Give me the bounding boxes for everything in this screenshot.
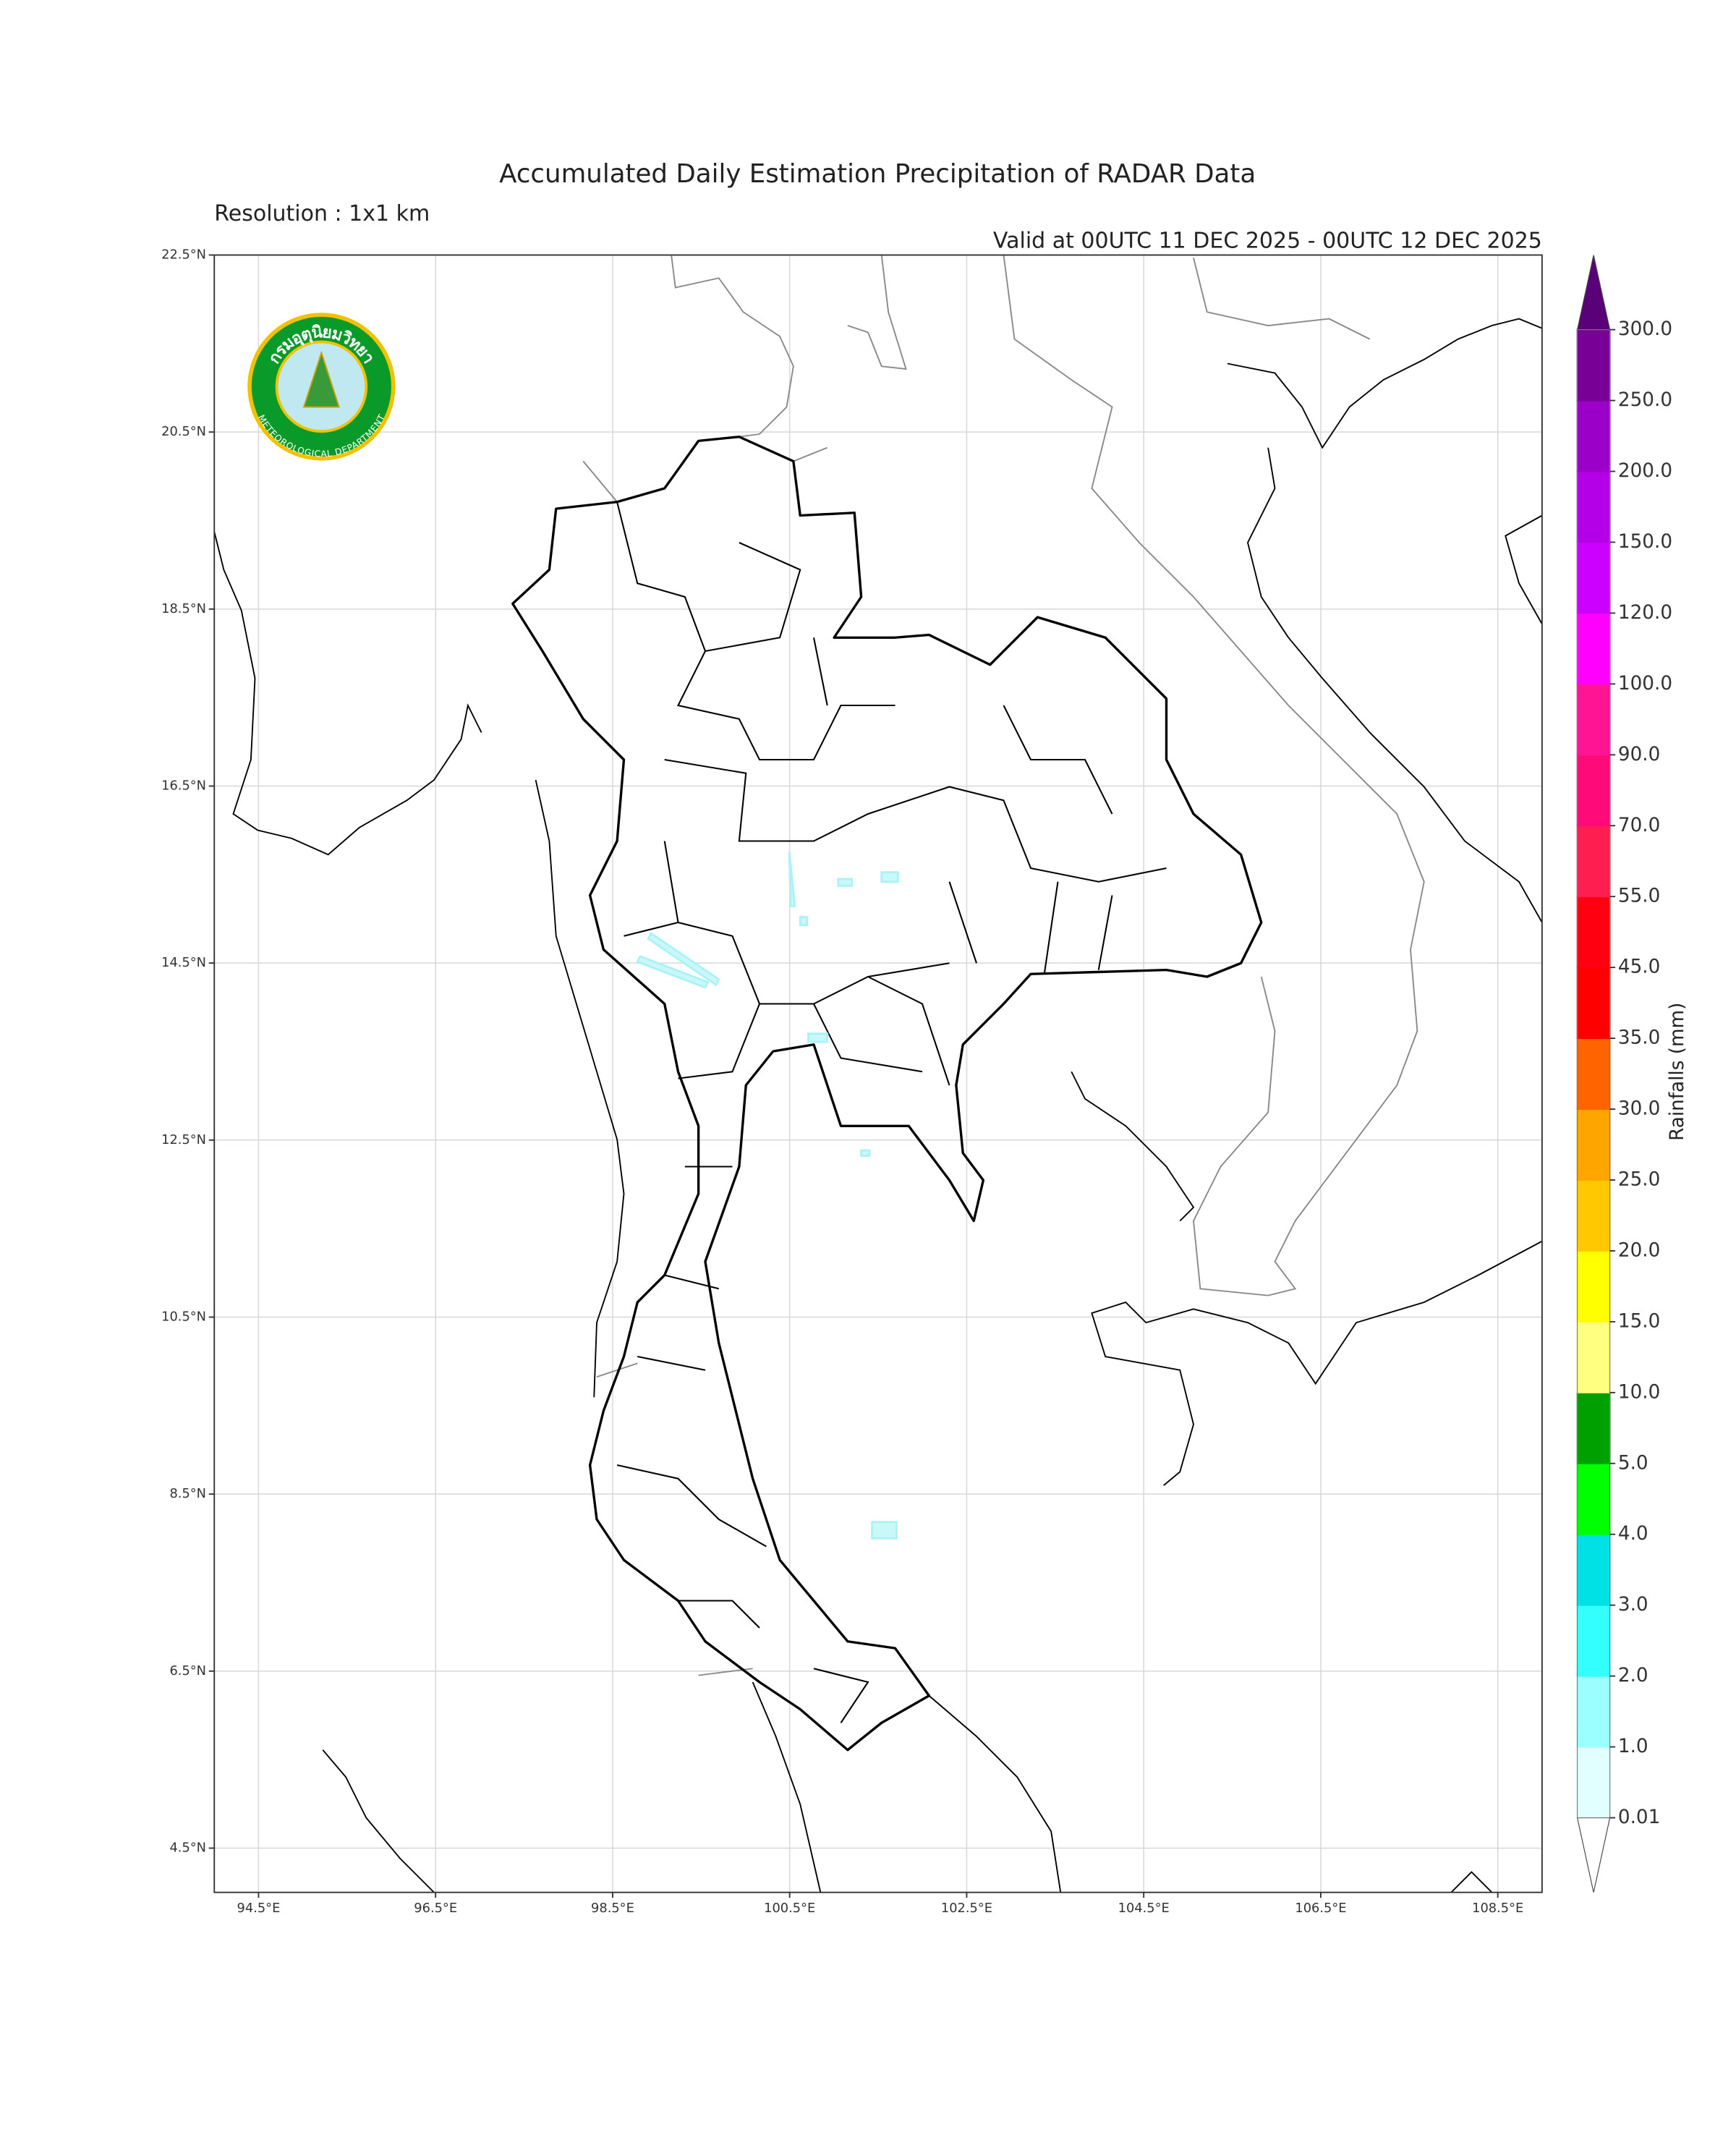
coastlines bbox=[213, 318, 1543, 1893]
colorbar-segment bbox=[1576, 541, 1611, 614]
x-tick-label: 100.5°E bbox=[764, 1901, 815, 1916]
colorbar-tick-label: 4.0 bbox=[1618, 1523, 1648, 1545]
title: Accumulated Daily Estimation Precipitati… bbox=[499, 159, 1256, 189]
x-tick-label: 98.5°E bbox=[591, 1901, 634, 1916]
x-tick-label: 106.5°E bbox=[1295, 1901, 1346, 1916]
colorbar-tick-label: 90.0 bbox=[1618, 744, 1660, 765]
radar-echoes bbox=[636, 852, 899, 1540]
colorbar-segment bbox=[1576, 683, 1611, 756]
logo: กรมอุตุนิยมวิทยา METEOROLOGICAL DEPARTME… bbox=[247, 313, 396, 461]
colorbar-tick-label: 120.0 bbox=[1618, 602, 1672, 624]
y-tick-label: 12.5°N bbox=[161, 1132, 206, 1147]
colorbar-segment bbox=[1576, 1746, 1611, 1819]
y-tick-label: 4.5°N bbox=[169, 1840, 206, 1855]
colorbar-frame bbox=[1577, 329, 1611, 1819]
x-tick-label: 102.5°E bbox=[941, 1901, 992, 1916]
colorbar-tick-label: 200.0 bbox=[1618, 460, 1672, 482]
y-tick-label: 20.5°N bbox=[161, 424, 206, 439]
colorbar-tick-label: 0.01 bbox=[1618, 1807, 1660, 1828]
neighbour-borders bbox=[582, 255, 1425, 1676]
colorbar-segment bbox=[1576, 1108, 1611, 1181]
y-tick-label: 8.5°N bbox=[169, 1486, 206, 1501]
colorbar-extend-min bbox=[1576, 1817, 1611, 1893]
colorbar-segment bbox=[1576, 967, 1611, 1040]
y-tick-label: 6.5°N bbox=[169, 1663, 206, 1678]
y-tick-label: 14.5°N bbox=[161, 955, 206, 970]
x-tick-label: 94.5°E bbox=[237, 1901, 281, 1916]
logo-figure bbox=[302, 350, 341, 408]
colorbar-tick-label: 100.0 bbox=[1618, 673, 1672, 695]
axes: 94.5°E 96.5°E 98.5°E 100.5°E 102.5°E 104.5°E 1… bbox=[161, 247, 1523, 1917]
colorbar-segment bbox=[1576, 1037, 1611, 1110]
colorbar-tick-label: 20.0 bbox=[1618, 1239, 1660, 1261]
y-tick-label: 10.5°N bbox=[161, 1309, 206, 1324]
colorbar-tick-label: 55.0 bbox=[1618, 886, 1660, 907]
y-tick-label: 18.5°N bbox=[161, 601, 206, 616]
colorbar-segment bbox=[1576, 470, 1611, 543]
colorbar-segment bbox=[1576, 896, 1611, 969]
colorbar-tick-label: 15.0 bbox=[1618, 1310, 1660, 1332]
thailand bbox=[511, 436, 1263, 1752]
colorbar-tick-label: 10.0 bbox=[1618, 1381, 1660, 1403]
resolution: Resolution : 1x1 km bbox=[214, 201, 430, 226]
figure: Accumulated Daily Estimation Precipitati… bbox=[161, 159, 1688, 1916]
colorbar-segment bbox=[1576, 1604, 1611, 1677]
colorbar-tick-label: 30.0 bbox=[1618, 1098, 1660, 1120]
colorbar-tick-label: 35.0 bbox=[1618, 1027, 1660, 1049]
colorbar-segment bbox=[1576, 328, 1611, 402]
grid bbox=[214, 254, 1542, 1893]
colorbar-segment bbox=[1576, 399, 1611, 472]
colorbar-segment bbox=[1576, 1533, 1611, 1606]
x-tick-label: 108.5°E bbox=[1472, 1901, 1523, 1916]
colorbar: 0.01 1.0 2.0 3.0 4.0 5.0 10.0 15.0 20.0 25.0 30.0 3… bbox=[1576, 255, 1672, 1893]
colorbar-segment bbox=[1576, 612, 1611, 685]
colorbar-segment bbox=[1576, 825, 1611, 898]
colorbar-segment bbox=[1576, 1320, 1611, 1393]
y-tick-label: 16.5°N bbox=[161, 778, 206, 793]
colorbar-tick-label: 70.0 bbox=[1618, 815, 1660, 836]
colorbar-segment bbox=[1576, 1391, 1611, 1464]
colorbar-tick-label: 45.0 bbox=[1618, 956, 1660, 978]
colorbar-segment bbox=[1576, 754, 1611, 827]
colorbar-label: Rainfalls (mm) bbox=[1667, 1003, 1688, 1141]
colorbar-tick-label: 25.0 bbox=[1618, 1168, 1660, 1190]
colorbar-segment bbox=[1576, 1179, 1611, 1252]
x-tick-label: 96.5°E bbox=[414, 1901, 457, 1916]
map-frame bbox=[213, 254, 1543, 1893]
y-tick-label: 22.5°N bbox=[161, 247, 206, 263]
colorbar-segment bbox=[1576, 1462, 1611, 1535]
colorbar-tick-label: 5.0 bbox=[1618, 1452, 1648, 1474]
x-tick-label: 104.5°E bbox=[1118, 1901, 1170, 1916]
colorbar-tick-label: 300.0 bbox=[1618, 318, 1672, 340]
colorbar-tick-label: 1.0 bbox=[1618, 1736, 1648, 1757]
colorbar-tick-label: 250.0 bbox=[1618, 389, 1672, 411]
colorbar-segment bbox=[1576, 1675, 1611, 1748]
colorbar-tick-label: 3.0 bbox=[1618, 1594, 1648, 1616]
valid-time: Valid at 00UTC 11 DEC 2025 - 00UTC 12 DE… bbox=[993, 228, 1542, 253]
colorbar-extend-max bbox=[1576, 255, 1611, 331]
colorbar-segment bbox=[1576, 1249, 1611, 1323]
colorbar-tick-label: 150.0 bbox=[1618, 531, 1672, 553]
colorbar-tick-label: 2.0 bbox=[1618, 1665, 1648, 1686]
